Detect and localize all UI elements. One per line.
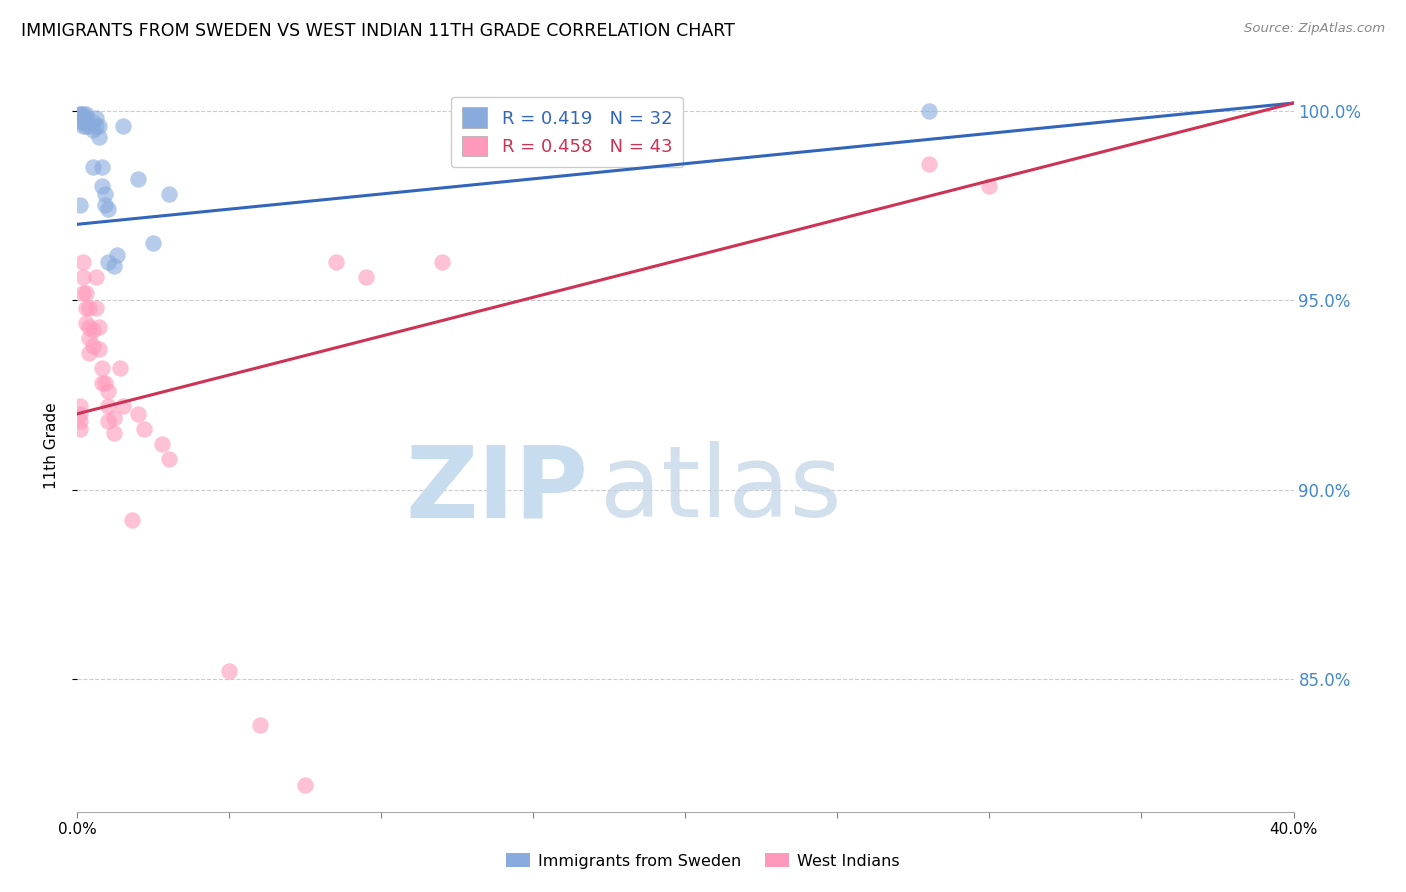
Point — [105, 247, 128, 261]
Point — [84, 111, 107, 125]
Point — [918, 103, 941, 118]
Point — [84, 119, 107, 133]
Point — [97, 414, 120, 428]
Point — [72, 111, 94, 125]
Point — [84, 301, 107, 315]
Text: ZIP: ZIP — [405, 442, 588, 539]
Point — [97, 399, 120, 413]
Point — [72, 107, 94, 121]
Point — [87, 119, 110, 133]
Point — [157, 186, 180, 201]
Point — [918, 156, 941, 170]
Point — [142, 236, 165, 251]
Point — [111, 399, 134, 413]
Point — [127, 171, 149, 186]
Point — [69, 198, 91, 212]
Point — [103, 410, 125, 425]
Point — [97, 202, 120, 216]
Point — [103, 425, 125, 440]
Legend: R = 0.419   N = 32, R = 0.458   N = 43: R = 0.419 N = 32, R = 0.458 N = 43 — [451, 96, 683, 167]
Point — [75, 107, 97, 121]
Point — [69, 422, 91, 436]
Point — [93, 186, 115, 201]
Point — [108, 361, 131, 376]
Point — [87, 343, 110, 357]
Point — [97, 255, 120, 269]
Point — [294, 778, 316, 792]
Text: IMMIGRANTS FROM SWEDEN VS WEST INDIAN 11TH GRADE CORRELATION CHART: IMMIGRANTS FROM SWEDEN VS WEST INDIAN 11… — [21, 22, 735, 40]
Point — [157, 452, 180, 467]
Point — [75, 301, 97, 315]
Text: atlas: atlas — [600, 442, 842, 539]
Point — [979, 179, 1001, 194]
Point — [111, 119, 134, 133]
Point — [90, 376, 112, 391]
Point — [69, 107, 91, 121]
Point — [82, 323, 104, 337]
Point — [127, 407, 149, 421]
Point — [79, 119, 101, 133]
Point — [75, 316, 97, 330]
Point — [79, 331, 101, 345]
Point — [84, 270, 107, 285]
Point — [75, 119, 97, 133]
Point — [79, 346, 101, 360]
Point — [82, 338, 104, 352]
Point — [75, 285, 97, 300]
Point — [354, 270, 377, 285]
Point — [97, 384, 120, 398]
Point — [152, 437, 174, 451]
Point — [79, 301, 101, 315]
Point — [72, 115, 94, 129]
Point — [121, 513, 143, 527]
Point — [325, 255, 347, 269]
Point — [103, 259, 125, 273]
Point — [69, 407, 91, 421]
Point — [90, 161, 112, 175]
Point — [69, 115, 91, 129]
Point — [69, 107, 91, 121]
Point — [69, 399, 91, 413]
Point — [87, 130, 110, 145]
Point — [134, 422, 156, 436]
Point — [218, 665, 240, 679]
Point — [87, 319, 110, 334]
Point — [72, 119, 94, 133]
Point — [82, 115, 104, 129]
Point — [72, 255, 94, 269]
Point — [75, 111, 97, 125]
Text: Source: ZipAtlas.com: Source: ZipAtlas.com — [1244, 22, 1385, 36]
Point — [93, 198, 115, 212]
Point — [93, 376, 115, 391]
Point — [249, 717, 271, 731]
Point — [90, 361, 112, 376]
Point — [430, 255, 453, 269]
Point — [72, 285, 94, 300]
Point — [82, 161, 104, 175]
Point — [90, 179, 112, 194]
Point — [69, 414, 91, 428]
Point — [82, 122, 104, 136]
Point — [72, 270, 94, 285]
Point — [79, 319, 101, 334]
Legend: Immigrants from Sweden, West Indians: Immigrants from Sweden, West Indians — [499, 847, 907, 875]
Y-axis label: 11th Grade: 11th Grade — [44, 402, 59, 490]
